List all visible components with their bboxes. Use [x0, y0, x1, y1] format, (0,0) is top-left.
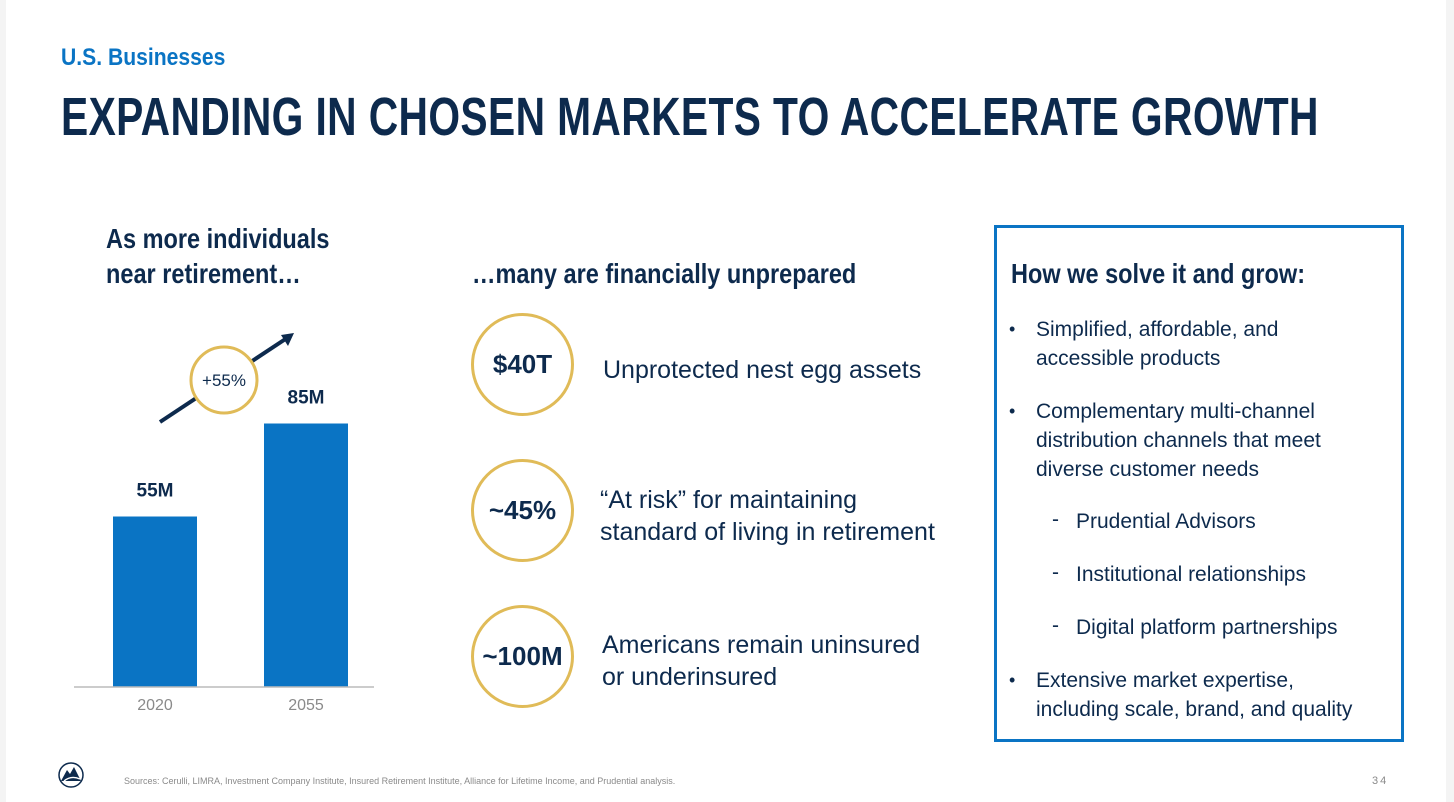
stat-text-uninsured-line1: Americans remain uninsured	[602, 631, 921, 659]
bar-2020	[113, 516, 197, 687]
tick-label-2055: 2055	[288, 697, 324, 714]
bullet-channels-line3: diverse customer needs	[1036, 458, 1259, 481]
page-number: 34	[1372, 775, 1389, 787]
bullet-simplified-line2: accessible products	[1036, 347, 1221, 370]
section-kicker: U.S. Businesses	[61, 44, 226, 71]
sub-item-digital: Digital platform partnerships	[1076, 616, 1338, 639]
stat-text-at-risk: “At risk” for maintaining standard of li…	[600, 484, 935, 548]
bullet-dot-icon: •	[1009, 670, 1016, 690]
bullet-channels-line1: Complementary multi-channel	[1036, 400, 1315, 423]
data-label-2020: 55M	[137, 481, 174, 502]
retirement-bar-chart: 55M 2020 85M 2055 +55%	[74, 333, 374, 714]
dash-icon: -	[1052, 561, 1059, 584]
dash-icon: -	[1052, 614, 1059, 637]
bullet-expertise-line2: including scale, brand, and quality	[1036, 698, 1353, 721]
bullet-channels: Complementary multi-channel distribution…	[1036, 397, 1321, 484]
tick-label-2020: 2020	[137, 697, 173, 714]
stat-circle-assets: $40T	[471, 313, 574, 416]
bullet-channels-line2: distribution channels that meet	[1036, 429, 1321, 452]
stat-text-at-risk-line2: standard of living in retirement	[600, 518, 935, 546]
stat-text-assets-line1: Unprotected nest egg assets	[603, 356, 922, 384]
bullet-expertise-line1: Extensive market expertise,	[1036, 669, 1294, 692]
stat-circle-uninsured: ~100M	[471, 605, 574, 708]
stat-text-uninsured-line2: or underinsured	[602, 663, 778, 691]
bullet-simplified: Simplified, affordable, and accessible p…	[1036, 315, 1278, 373]
growth-badge	[189, 345, 259, 415]
left-heading: As more individuals near retirement…	[106, 221, 330, 291]
sub-item-advisors: Prudential Advisors	[1076, 510, 1256, 533]
bullet-dot-icon: •	[1009, 319, 1016, 339]
middle-heading: …many are financially unprepared	[472, 258, 857, 289]
slide-title: EXPANDING IN CHOSEN MARKETS TO ACCELERAT…	[61, 87, 1319, 147]
stat-text-assets: Unprotected nest egg assets	[603, 354, 921, 386]
growth-badge-label: +55%	[202, 371, 246, 390]
data-label-2055: 85M	[288, 388, 325, 409]
stat-text-at-risk-line1: “At risk” for maintaining	[600, 486, 858, 514]
stat-text-uninsured: Americans remain uninsured or underinsur…	[602, 629, 920, 693]
slide: U.S. Businesses EXPANDING IN CHOSEN MARK…	[6, 0, 1446, 802]
stat-circle-at-risk: ~45%	[471, 459, 574, 562]
right-heading: How we solve it and grow:	[1011, 258, 1306, 289]
bullet-dot-icon: •	[1009, 401, 1016, 421]
bullet-simplified-line1: Simplified, affordable, and	[1036, 318, 1279, 341]
bar-2055	[264, 423, 348, 687]
sub-item-institutional: Institutional relationships	[1076, 563, 1306, 586]
prudential-rock-logo-icon	[58, 762, 84, 788]
left-heading-line1: As more individuals	[106, 223, 330, 254]
sources-footnote: Sources: Cerulli, LIMRA, Investment Comp…	[124, 776, 676, 786]
solutions-panel	[994, 225, 1404, 742]
dash-icon: -	[1052, 508, 1059, 531]
bullet-expertise: Extensive market expertise, including sc…	[1036, 666, 1352, 724]
left-heading-line2: near retirement…	[106, 258, 301, 289]
